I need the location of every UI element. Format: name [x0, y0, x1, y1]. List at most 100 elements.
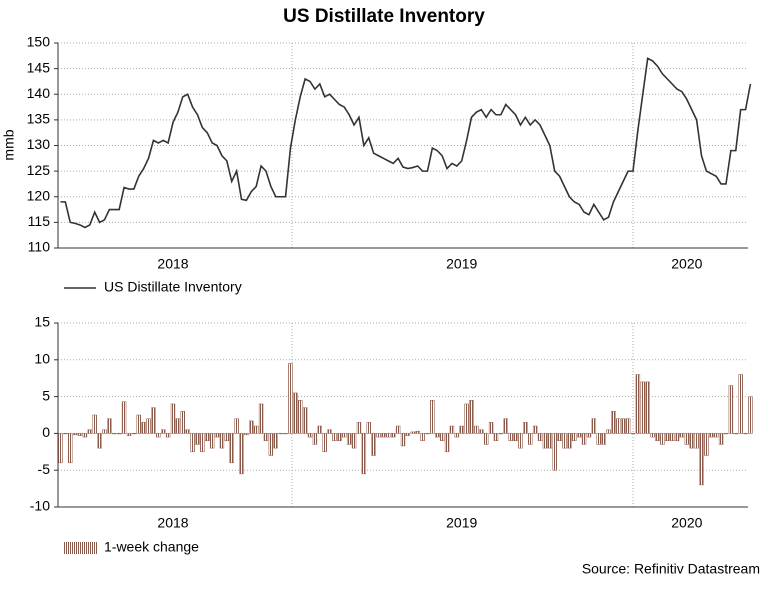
bar — [337, 433, 342, 442]
bar — [366, 422, 371, 434]
bar — [175, 418, 181, 434]
bar — [253, 425, 259, 434]
bar — [131, 433, 137, 435]
bar — [312, 433, 318, 445]
y-tick-label: 135 — [27, 111, 51, 127]
bar — [249, 420, 254, 434]
bar — [356, 422, 362, 434]
bar — [694, 433, 699, 449]
bar — [371, 433, 376, 456]
bar — [616, 418, 621, 434]
x-tick-label: 2019 — [446, 256, 477, 272]
bar — [229, 433, 234, 464]
bar — [528, 433, 533, 445]
bar — [361, 433, 367, 475]
y-axis-label: mmb — [1, 129, 17, 160]
legend-swatch — [64, 542, 98, 554]
bar — [464, 403, 469, 434]
bar — [283, 433, 288, 435]
bar — [165, 433, 171, 438]
bar — [660, 433, 665, 445]
x-tick-label: 2018 — [157, 515, 188, 531]
bar — [625, 418, 631, 434]
bar — [170, 403, 176, 434]
bar — [518, 433, 523, 449]
bar — [72, 433, 78, 436]
bar — [244, 433, 249, 436]
chart-title: US Distillate Inventory — [283, 6, 485, 27]
bar — [611, 411, 616, 434]
bar — [63, 433, 68, 435]
bar — [322, 433, 327, 453]
bar — [508, 433, 513, 442]
bar — [567, 433, 572, 449]
bar — [141, 422, 146, 434]
bar — [503, 418, 508, 434]
bar — [684, 433, 690, 445]
bar — [459, 425, 464, 434]
bar — [483, 433, 489, 445]
bar — [479, 429, 484, 434]
y-tick-label: -5 — [38, 461, 51, 477]
bar — [410, 431, 415, 434]
bar — [112, 433, 117, 435]
bar — [586, 433, 592, 438]
y-tick-label: 140 — [27, 85, 51, 101]
y-tick-label: 0 — [42, 424, 50, 440]
bar — [635, 374, 641, 434]
bar — [542, 433, 548, 449]
bar — [68, 433, 73, 464]
bar — [679, 433, 685, 438]
bar — [332, 433, 337, 442]
bar — [557, 433, 562, 442]
bar — [655, 433, 660, 442]
bar — [415, 430, 420, 434]
bar — [190, 433, 195, 453]
bar — [733, 433, 738, 435]
bar — [224, 433, 230, 442]
bar — [307, 433, 313, 438]
series-line — [60, 57, 752, 229]
y-tick-label: 115 — [28, 213, 51, 229]
bar — [645, 381, 650, 434]
bar — [474, 425, 479, 434]
legend-label: 1-week change — [104, 539, 199, 555]
bar — [302, 407, 308, 434]
bar — [488, 422, 494, 434]
bar — [273, 433, 278, 449]
y-tick-label: 15 — [34, 314, 50, 330]
bar — [444, 433, 450, 453]
bar — [748, 396, 753, 434]
bar — [77, 433, 83, 436]
bar — [234, 418, 239, 434]
bar — [454, 433, 460, 438]
bar — [738, 374, 743, 434]
bar — [327, 429, 332, 434]
y-tick-label: 130 — [27, 136, 51, 152]
x-tick-label: 2019 — [446, 515, 477, 531]
bar — [425, 433, 430, 435]
bar — [537, 433, 543, 442]
bar — [591, 418, 597, 434]
bar — [674, 433, 680, 442]
bar — [581, 433, 587, 445]
bar — [239, 433, 244, 475]
bar — [200, 433, 205, 453]
bar — [288, 363, 293, 434]
bar — [723, 433, 729, 435]
bar — [430, 400, 435, 434]
bar — [214, 433, 220, 438]
bar — [376, 433, 381, 438]
bar — [572, 433, 577, 442]
bar — [97, 433, 102, 449]
bar — [205, 433, 210, 442]
y-tick-label: 120 — [27, 187, 51, 203]
bar — [601, 433, 606, 445]
bar — [278, 433, 283, 435]
bar — [209, 433, 215, 449]
bar — [498, 433, 504, 435]
bar — [146, 418, 151, 434]
bar — [102, 429, 107, 434]
bar — [449, 425, 455, 434]
